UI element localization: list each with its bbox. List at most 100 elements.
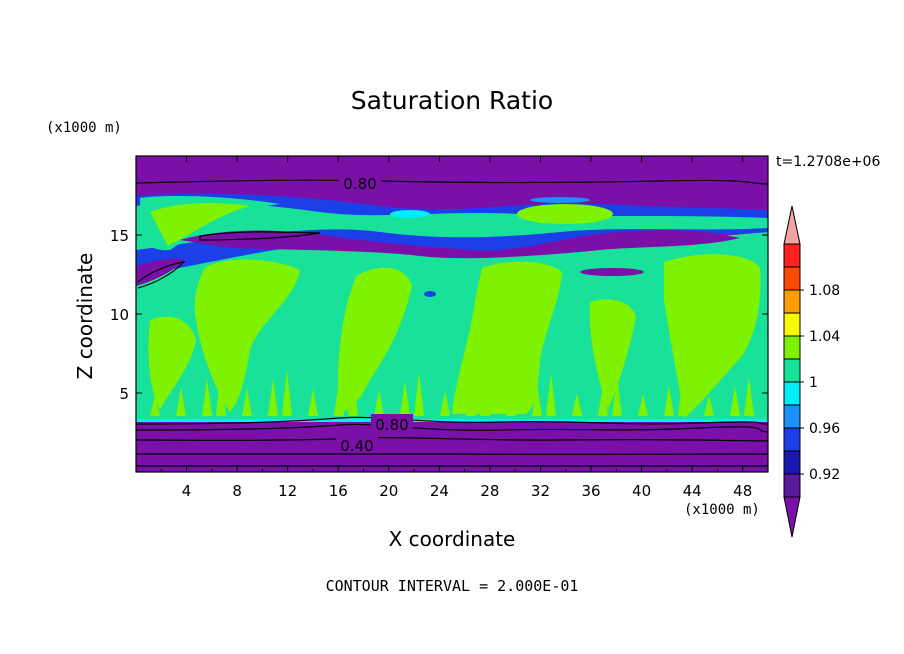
region-mid-blue <box>424 291 436 297</box>
region-boundary-layer <box>136 420 768 472</box>
x-tick-label: 8 <box>232 482 242 500</box>
contour-label: 0.80 <box>375 416 408 434</box>
region-fleck <box>268 379 278 416</box>
contour-label-bg <box>371 414 413 432</box>
region-fleck <box>730 386 740 416</box>
region-fleck <box>414 372 424 416</box>
region-fleck <box>242 388 252 416</box>
x-axis-label: X coordinate <box>388 527 516 551</box>
region-fleck <box>744 377 754 416</box>
region-fleck <box>532 383 542 416</box>
region-fleck <box>400 381 410 416</box>
x-tick-label: 48 <box>733 482 752 500</box>
contour-line <box>136 423 768 433</box>
contour-field <box>136 156 768 472</box>
region-fleck <box>374 390 384 416</box>
region-fleck <box>546 374 556 416</box>
contour-labels: 0.800.800.40 <box>336 173 413 455</box>
region-upper-left-lime <box>150 203 250 246</box>
colorbar-swatch <box>783 427 801 452</box>
colorbar-swatch <box>783 358 801 383</box>
region-updraft-2 <box>337 267 412 412</box>
y-tick-label: 5 <box>119 385 129 403</box>
region-mid-purple <box>580 268 644 276</box>
region-updraft-5 <box>148 316 196 410</box>
contour-label-bg <box>339 173 381 191</box>
contour-line <box>199 231 321 241</box>
region-updraft-6 <box>589 299 636 410</box>
region-purple-intrusion <box>180 230 740 259</box>
region-fleck <box>150 396 160 416</box>
colorbar-tick-label: 0.92 <box>809 467 840 483</box>
region-fleck <box>704 395 714 416</box>
region-upper-lime-2 <box>517 204 613 224</box>
colorbar-swatch <box>783 289 801 314</box>
colorbar-swatch <box>783 243 801 268</box>
colorbar-swatch <box>783 450 801 475</box>
x-tick-label: 40 <box>632 482 651 500</box>
x-tick-label: 28 <box>480 482 499 500</box>
region-fleck <box>678 376 688 416</box>
contour-line <box>136 416 768 425</box>
colorbar-swatch <box>783 312 801 337</box>
colorbar-swatch <box>783 335 801 360</box>
region-boundary-edge <box>136 419 768 422</box>
contour-line <box>136 179 768 185</box>
region-upper-green <box>136 202 768 250</box>
region-fleck <box>480 373 490 416</box>
x-tick-label: 44 <box>683 482 702 500</box>
x-tick-label: 16 <box>329 482 348 500</box>
colorbar-swatch <box>783 473 801 498</box>
contour-label-bg <box>336 435 378 453</box>
region-fleck <box>612 375 622 416</box>
x-tick-label: 20 <box>379 482 398 500</box>
contour-interval-note: CONTOUR INTERVAL = 2.000E-01 <box>325 577 579 595</box>
region-fleck <box>176 387 186 416</box>
region-fleck <box>506 392 516 416</box>
region-fleck <box>334 380 344 416</box>
colorbar-swatch <box>783 381 801 406</box>
y-axis-ticks: 5 10 15 <box>110 227 768 403</box>
contour-line <box>136 452 768 456</box>
region-fleck <box>664 385 674 416</box>
contour-line <box>137 261 186 289</box>
x-tick-label: 12 <box>278 482 297 500</box>
region-fleck <box>202 378 212 416</box>
region-fleck <box>216 369 226 416</box>
time-label: t=1.2708e+06 <box>776 154 881 170</box>
region-fleck <box>440 391 450 416</box>
region-updraft-4 <box>664 254 761 418</box>
region-left-purple <box>136 258 185 286</box>
region-updraft-3 <box>452 261 562 414</box>
region-upper-sky <box>530 197 590 203</box>
y-tick-label: 10 <box>110 306 129 324</box>
region-fleck <box>598 384 608 416</box>
region-fleck <box>308 389 318 416</box>
contour-line <box>136 436 768 442</box>
region-upper-cyan <box>390 210 430 218</box>
colorbar-tick-label: 1 <box>809 375 818 391</box>
contour-label: 0.80 <box>343 175 376 193</box>
region-fleck <box>282 370 292 416</box>
x-tick-label: 4 <box>182 482 192 500</box>
region-fleck <box>572 393 582 416</box>
colorbar: 0.92 0.96 1 1.04 1.08 <box>783 205 840 538</box>
colorbar-upper-arrow <box>783 205 801 245</box>
contour-label: 0.40 <box>340 437 373 455</box>
colorbar-tick-label: 0.96 <box>809 421 840 437</box>
region-fleck <box>466 382 476 416</box>
region-fleck <box>348 371 358 416</box>
x-axis-unit: (x1000 m) <box>684 502 760 518</box>
colorbar-lower-arrow <box>783 496 801 538</box>
y-axis-unit: (x1000 m) <box>46 120 122 136</box>
y-tick-label: 15 <box>110 227 129 245</box>
x-axis-ticks: 4 8 12 16 20 24 28 32 36 40 44 48 <box>160 156 752 500</box>
colorbar-tick-label: 1.04 <box>809 329 840 345</box>
x-tick-label: 32 <box>531 482 550 500</box>
chart-title: Saturation Ratio <box>350 86 554 115</box>
x-tick-label: 36 <box>581 482 600 500</box>
colorbar-tick-label: 1.08 <box>809 283 840 299</box>
colorbar-swatch <box>783 404 801 429</box>
colorbar-swatch <box>783 266 801 291</box>
region-fleck <box>638 394 648 416</box>
